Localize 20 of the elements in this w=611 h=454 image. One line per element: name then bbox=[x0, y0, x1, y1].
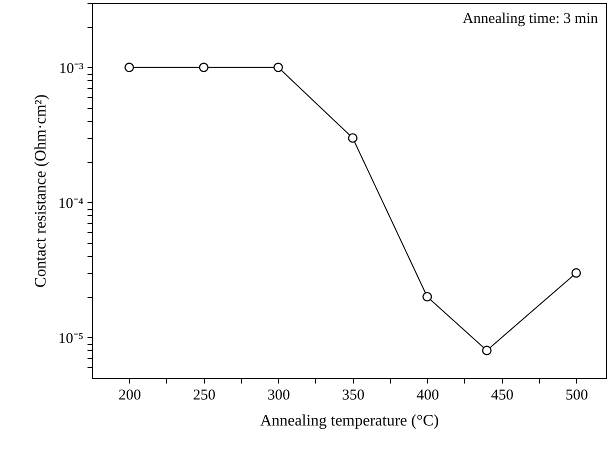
point bbox=[571, 268, 581, 278]
y-tick-label: 10⁻⁴ bbox=[58, 196, 84, 212]
y-axis-title: Contact resistance (Ohm·cm²) bbox=[32, 94, 50, 288]
x-axis-title: Annealing temperature (°C) bbox=[260, 412, 439, 430]
point bbox=[422, 292, 432, 302]
point bbox=[198, 62, 209, 72]
annotation: Annealing time: 3 min bbox=[462, 11, 598, 27]
x-tick-label: 500 bbox=[565, 388, 588, 404]
point bbox=[273, 62, 284, 72]
x-tick-label: 450 bbox=[490, 388, 514, 404]
x-tick-label: 350 bbox=[342, 388, 364, 404]
point bbox=[482, 346, 492, 356]
x-tick-label: 200 bbox=[118, 388, 141, 404]
y-tick-label: 10⁻⁵ bbox=[58, 330, 84, 347]
x-tick-label: 300 bbox=[267, 388, 290, 404]
y-tick-label: 10⁻³ bbox=[59, 60, 84, 77]
point bbox=[124, 62, 134, 72]
x-tick-label: 400 bbox=[416, 388, 439, 404]
x-tick-label: 250 bbox=[192, 388, 216, 404]
point bbox=[348, 133, 358, 143]
